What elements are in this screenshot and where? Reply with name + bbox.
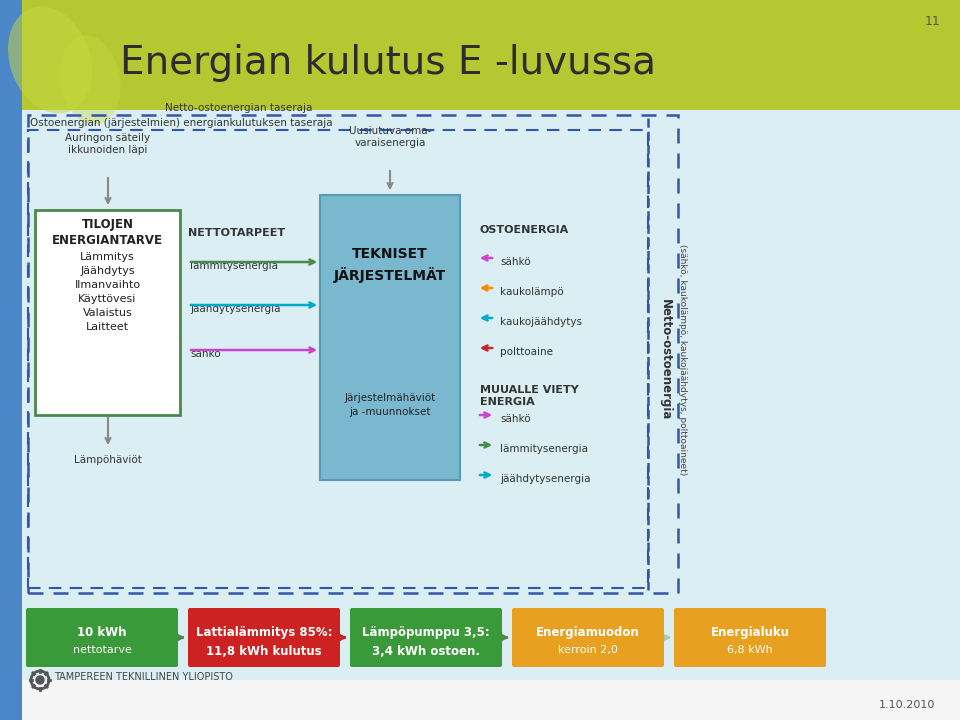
Text: Lämpöhäviöt: Lämpöhäviöt [74,455,142,465]
Text: nettotarve: nettotarve [73,645,132,655]
Text: OSTOENERGIA: OSTOENERGIA [480,225,569,235]
Text: Netto-ostoenergia: Netto-ostoenergia [659,300,671,420]
Circle shape [36,676,44,684]
Text: 6,8 kWh: 6,8 kWh [727,645,773,655]
FancyBboxPatch shape [35,210,180,415]
Ellipse shape [60,35,121,125]
Text: sähkö: sähkö [500,257,531,267]
Text: lämmitysenergia: lämmitysenergia [190,261,278,271]
Text: MUUALLE VIETY
ENERGIA: MUUALLE VIETY ENERGIA [480,385,579,408]
Text: Energiamuodon: Energiamuodon [536,626,640,639]
Text: Netto-ostoenergian taseraja: Netto-ostoenergian taseraja [165,103,312,113]
Text: kerroin 2,0: kerroin 2,0 [558,645,618,655]
FancyBboxPatch shape [350,608,502,667]
Text: 3,4 kWh ostoen.: 3,4 kWh ostoen. [372,645,480,658]
Text: kaukojäähdytys: kaukojäähdytys [500,317,582,327]
Text: 11: 11 [924,15,940,28]
Text: 1.10.2010: 1.10.2010 [878,700,935,710]
Text: sähkö: sähkö [190,349,221,359]
Text: jäähdytysenergia: jäähdytysenergia [500,474,590,484]
Text: NETTOTARPEET: NETTOTARPEET [188,228,285,238]
Text: kaukolämpö: kaukolämpö [500,287,564,297]
Text: jäähdytysenergia: jäähdytysenergia [190,304,280,314]
Text: TEKNISET
JÄRJESTELMÄT: TEKNISET JÄRJESTELMÄT [334,247,446,283]
FancyBboxPatch shape [26,608,178,667]
FancyBboxPatch shape [22,600,960,680]
FancyBboxPatch shape [512,608,664,667]
Text: Auringon säteily
ikkunoiden läpi: Auringon säteily ikkunoiden läpi [65,132,151,155]
FancyBboxPatch shape [320,195,460,480]
Ellipse shape [8,6,92,114]
Text: Lämpöpumppu 3,5:: Lämpöpumppu 3,5: [362,626,490,639]
Text: Energian kulutus E -luvussa: Energian kulutus E -luvussa [120,44,656,82]
Text: sähkö: sähkö [500,414,531,424]
Text: Ostoenergian (järjestelmien) energiankulutuksen taseraja: Ostoenergian (järjestelmien) energiankul… [30,118,332,128]
FancyBboxPatch shape [0,0,22,720]
Text: 11,8 kWh kulutus: 11,8 kWh kulutus [206,645,322,658]
Text: polttoaine: polttoaine [500,347,553,357]
Text: lämmitysenergia: lämmitysenergia [500,444,588,454]
Text: (sähkö, kaukolämpö, kaukojäähdytys, polttoaineet): (sähkö, kaukolämpö, kaukojäähdytys, polt… [679,244,687,476]
Text: TILOJEN
ENERGIANTARVE: TILOJEN ENERGIANTARVE [52,218,163,247]
Text: Energialuku: Energialuku [710,626,789,639]
Text: TAMPEREEN TEKNILLINEN YLIOPISTO: TAMPEREEN TEKNILLINEN YLIOPISTO [54,672,233,682]
FancyBboxPatch shape [674,608,826,667]
FancyBboxPatch shape [22,110,960,600]
FancyBboxPatch shape [188,608,340,667]
Text: Järjestelmähäviöt
ja -muunnokset: Järjestelmähäviöt ja -muunnokset [345,393,436,417]
FancyBboxPatch shape [0,0,960,110]
Text: 10 kWh: 10 kWh [77,626,127,639]
Text: Uusiutuva oma-
varaisenergia: Uusiutuva oma- varaisenergia [348,125,431,148]
Text: Lämmitys
Jäähdytys
Ilmanvaihto
Käyttövesi
Valaistus
Laitteet: Lämmitys Jäähdytys Ilmanvaihto Käyttöves… [75,252,140,332]
Text: Lattialämmitys 85%:: Lattialämmitys 85%: [196,626,332,639]
